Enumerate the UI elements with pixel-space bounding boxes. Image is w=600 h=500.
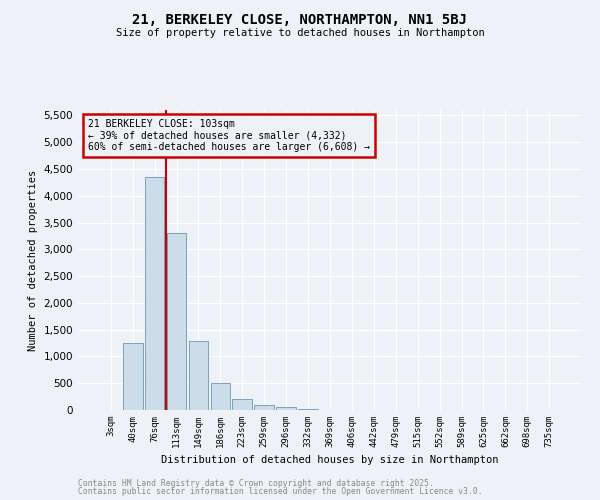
Text: 21 BERKELEY CLOSE: 103sqm
← 39% of detached houses are smaller (4,332)
60% of se: 21 BERKELEY CLOSE: 103sqm ← 39% of detac… [88,119,370,152]
Bar [276,408,296,410]
Bar [145,177,164,410]
Bar [211,383,230,410]
Bar [188,342,208,410]
Y-axis label: Number of detached properties: Number of detached properties [28,170,38,350]
Bar [167,233,187,410]
Bar [123,342,143,410]
Bar [254,405,274,410]
Text: 21, BERKELEY CLOSE, NORTHAMPTON, NN1 5BJ: 21, BERKELEY CLOSE, NORTHAMPTON, NN1 5BJ [133,12,467,26]
Text: Size of property relative to detached houses in Northampton: Size of property relative to detached ho… [116,28,484,38]
X-axis label: Distribution of detached houses by size in Northampton: Distribution of detached houses by size … [161,456,499,466]
Text: Contains public sector information licensed under the Open Government Licence v3: Contains public sector information licen… [78,487,482,496]
Text: Contains HM Land Registry data © Crown copyright and database right 2025.: Contains HM Land Registry data © Crown c… [78,478,434,488]
Bar [232,399,252,410]
Bar [298,409,318,410]
